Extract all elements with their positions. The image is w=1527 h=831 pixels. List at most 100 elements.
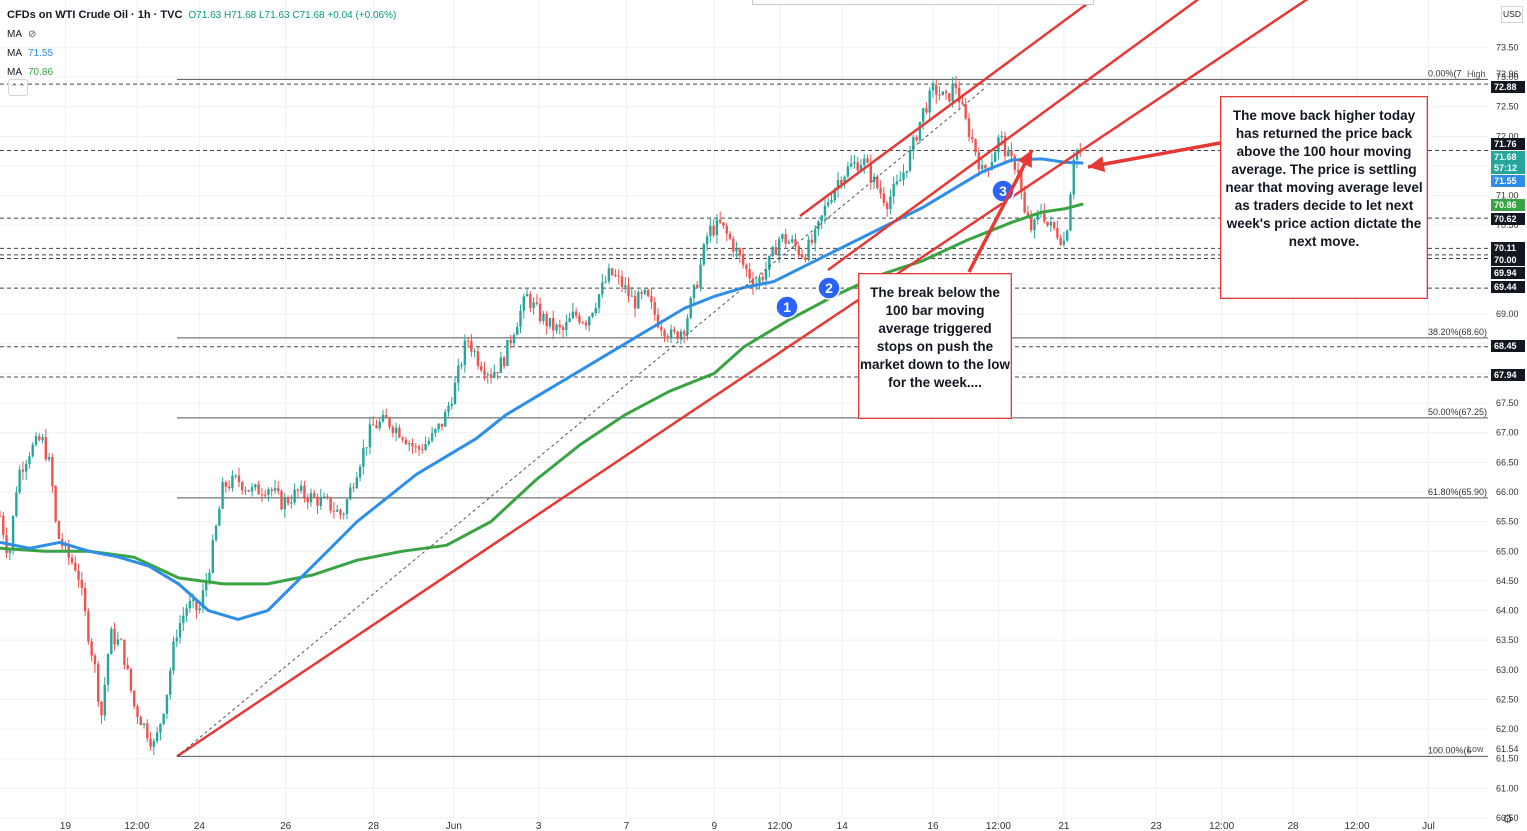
candle-body — [640, 292, 643, 294]
price-tick-label: 73.50 — [1496, 42, 1519, 52]
trend-line-middle — [827, 0, 1200, 272]
candle-body — [604, 281, 607, 283]
candle-body — [185, 608, 188, 616]
candle-body — [918, 121, 922, 141]
price-tag-value: 69.44 — [1494, 282, 1517, 292]
candle-body — [571, 311, 575, 319]
marker-circle — [775, 295, 799, 319]
price-tag-box — [1491, 162, 1525, 174]
candle-body — [840, 179, 843, 184]
annotation-note-center: The break below the 100 bar moving avera… — [858, 273, 1012, 419]
candle-body — [83, 587, 87, 612]
candle-body — [745, 264, 748, 270]
candle-body — [614, 275, 617, 277]
candle-body — [715, 219, 719, 236]
top-toolbar-stub — [752, 0, 1094, 5]
candles — [0, 76, 1082, 756]
candle-body — [440, 423, 444, 427]
candle-body — [345, 499, 349, 515]
candle-body — [93, 655, 97, 665]
candle-body — [234, 475, 237, 477]
candle-body — [142, 723, 146, 726]
time-tick-label: 14 — [837, 821, 849, 831]
candle-body — [673, 329, 676, 332]
candle-body — [126, 664, 129, 669]
time-tick-label: 12:00 — [1345, 821, 1370, 831]
ma-label[interactable]: MA — [7, 29, 22, 40]
candle-body — [1016, 169, 1020, 173]
price-tag-box — [1491, 242, 1525, 254]
candle-body — [106, 654, 110, 685]
candle-body — [502, 357, 506, 367]
candle-body — [954, 83, 958, 88]
ma-label[interactable]: MA — [7, 48, 22, 59]
candle-body — [781, 234, 784, 240]
candle-body — [565, 322, 568, 331]
candle-body — [581, 322, 584, 324]
symbol-title[interactable]: CFDs on WTI Crude Oil · 1h · TVC — [7, 9, 183, 21]
candle-body — [149, 738, 152, 747]
candle-body — [159, 723, 162, 733]
candle-body — [948, 93, 951, 102]
candle-body — [797, 246, 800, 255]
candle-body — [188, 601, 192, 609]
eye-hidden-icon[interactable]: ⊘ — [28, 29, 37, 40]
candle-body — [902, 172, 905, 180]
collapse-legend-button[interactable]: ⌃⌃ — [8, 79, 28, 96]
candle-body — [1069, 194, 1072, 231]
candle-body — [437, 423, 440, 430]
ma-label[interactable]: MA — [7, 67, 22, 78]
ma-100-line — [0, 157, 1084, 621]
candle-body — [876, 176, 879, 188]
candle-body — [591, 313, 594, 317]
candle-body — [552, 317, 555, 331]
candle-body — [666, 336, 670, 339]
candle-body — [119, 639, 123, 641]
price-tag-box — [1491, 175, 1525, 187]
fib-level-label: 0.00%(7 — [1428, 68, 1462, 78]
candle-body — [293, 489, 296, 503]
numbered-markers: 1 2 3 — [775, 179, 1015, 319]
candle-body — [260, 494, 264, 496]
candle-body — [355, 477, 359, 488]
candle-body — [545, 313, 548, 327]
candle-body — [1033, 219, 1036, 231]
candle-body — [532, 302, 535, 308]
candle-body — [656, 314, 660, 328]
annotation-note-right: The move back higher today has returned … — [1220, 96, 1428, 299]
time-tick-label: 16 — [927, 821, 939, 831]
candle-body — [342, 514, 345, 516]
candle-body — [637, 292, 640, 309]
price-axis: 73.5073.0072.5072.0071.5071.0070.5070.00… — [1467, 0, 1527, 831]
fib-level-label: 61.80%(65.90) — [1428, 487, 1487, 497]
candle-body — [51, 456, 54, 487]
price-tag-caption: High — [1467, 69, 1486, 79]
currency-unit-label[interactable]: USD — [1501, 6, 1523, 23]
candle-body — [964, 104, 967, 119]
candle-body — [525, 294, 529, 297]
time-tick-label: 26 — [280, 821, 292, 831]
candle-body — [768, 255, 771, 270]
fib-level-label: 100.00%(6 — [1428, 745, 1472, 755]
candle-body — [646, 289, 650, 297]
candle-body — [15, 492, 18, 516]
settings-gear-icon[interactable]: ⚙ — [1502, 812, 1513, 826]
ma-200-line — [0, 202, 1084, 586]
candle-body — [928, 90, 931, 113]
candle-body — [813, 229, 817, 243]
candle-body — [434, 429, 437, 434]
candle-body — [967, 118, 971, 138]
candle-body — [725, 225, 728, 234]
price-tick-label: 67.00 — [1496, 428, 1519, 438]
candle-body — [620, 276, 624, 287]
candle-body — [97, 664, 100, 702]
candle-body — [660, 327, 663, 331]
candle-body — [630, 295, 634, 297]
time-tick-label: 7 — [624, 821, 630, 831]
candle-body — [741, 255, 745, 265]
candle-body — [2, 515, 5, 536]
candle-body — [830, 199, 833, 203]
price-tick-label: 72.00 — [1496, 131, 1519, 141]
candle-body — [41, 437, 44, 441]
